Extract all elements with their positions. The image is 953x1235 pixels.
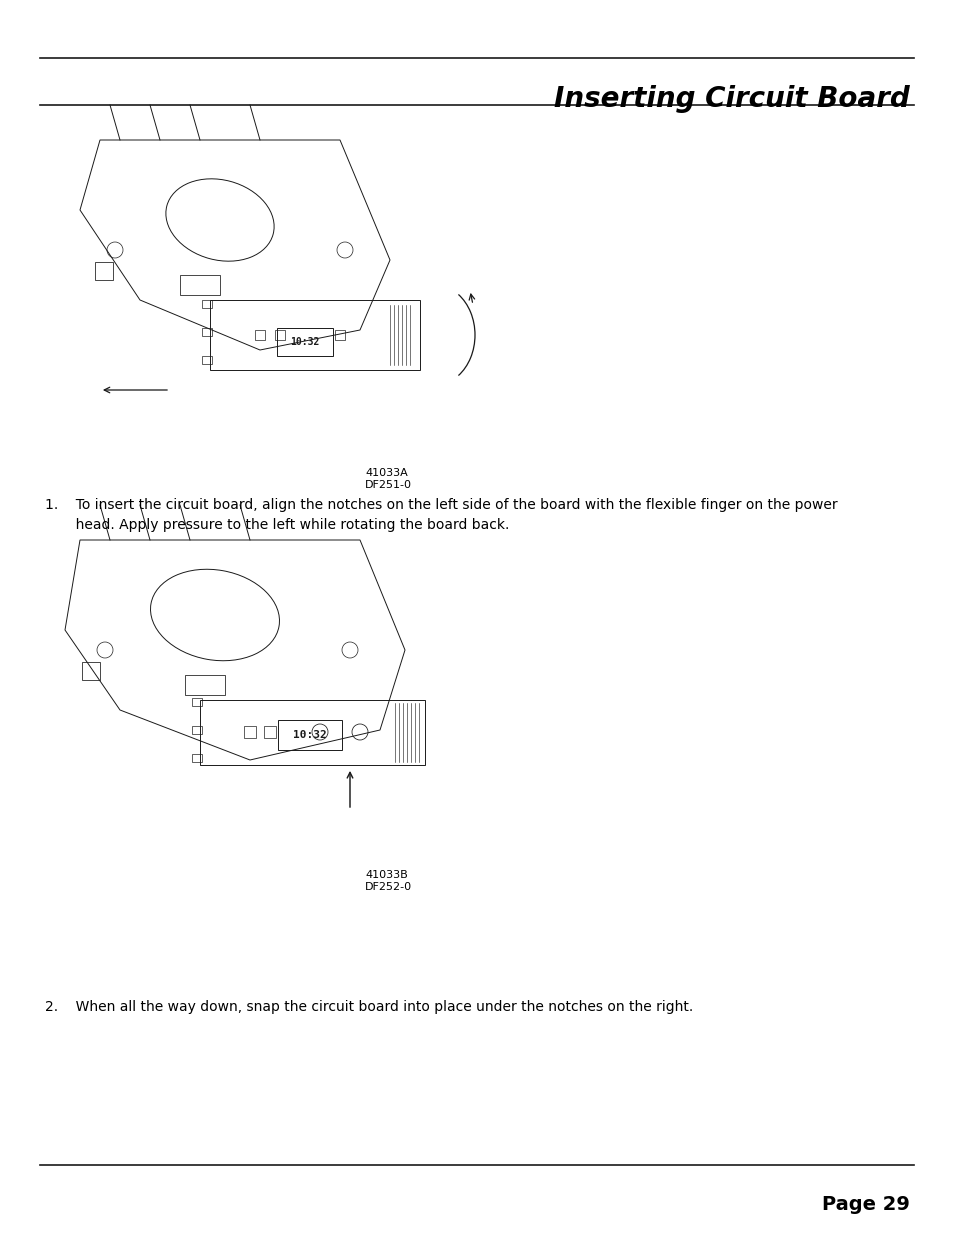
Text: 10:32: 10:32 [293,730,327,740]
Bar [202,356,212,364]
Bar [192,698,202,706]
Bar [185,676,225,695]
Text: 41033B
DF252-0: 41033B DF252-0 [365,869,412,892]
Bar [276,329,333,356]
Bar [192,726,202,734]
Bar [264,726,275,739]
Bar [277,720,341,750]
Bar [192,755,202,762]
Text: Page 29: Page 29 [821,1195,909,1214]
Bar [244,726,255,739]
Bar [254,330,265,340]
Bar [274,330,285,340]
Bar [202,300,212,308]
Text: 10:32: 10:32 [290,337,319,347]
Bar [82,662,100,680]
Bar [180,275,220,295]
Text: 2.    When all the way down, snap the circuit board into place under the notches: 2. When all the way down, snap the circu… [45,1000,693,1014]
Text: 41033A
DF251-0: 41033A DF251-0 [365,468,412,489]
Bar [202,329,212,336]
Text: Inserting Circuit Board: Inserting Circuit Board [554,85,909,112]
Text: 1.    To insert the circuit board, align the notches on the left side of the boa: 1. To insert the circuit board, align th… [45,498,837,531]
Bar [95,262,112,280]
Bar [335,330,345,340]
